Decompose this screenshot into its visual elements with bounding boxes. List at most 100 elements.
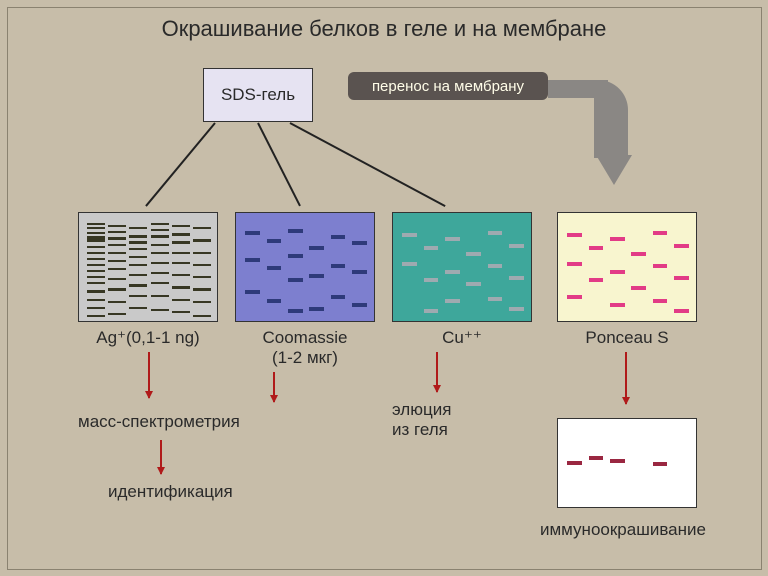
gel-band: [653, 264, 668, 268]
gel-band: [129, 235, 147, 237]
gel-band: [193, 252, 211, 254]
arrow-icon: [625, 352, 627, 404]
gel-band: [193, 301, 211, 303]
gel-band: [172, 311, 190, 313]
gel-band: [567, 295, 582, 299]
gel-band: [172, 252, 190, 254]
gel-band: [129, 256, 147, 258]
gel-band: [567, 461, 582, 465]
gel-band: [108, 288, 126, 290]
gel-band: [193, 227, 211, 229]
gel-band: [445, 270, 460, 274]
gel-band: [610, 237, 625, 241]
gel-band: [151, 252, 169, 254]
gel-band: [674, 276, 689, 280]
gel-immuno: [557, 418, 697, 508]
gel-band: [653, 231, 668, 235]
gel-band: [193, 239, 211, 241]
gel-band: [331, 295, 346, 299]
gel-band: [87, 227, 105, 229]
gel-band: [87, 282, 105, 284]
gel-band: [87, 258, 105, 260]
gel-band: [193, 315, 211, 317]
gel-band: [129, 284, 147, 286]
gel-band: [129, 248, 147, 250]
gel-band: [129, 241, 147, 243]
gel-coomassie: [235, 212, 375, 322]
label-ident: идентификация: [108, 482, 308, 502]
gel-band: [151, 309, 169, 311]
gel-band: [172, 262, 190, 264]
gel-band: [309, 307, 324, 311]
gel-band: [509, 244, 524, 248]
label-coomassie: Coomassie (1-2 мкг): [235, 328, 375, 367]
label-text: (1-2 мкг): [272, 348, 338, 367]
gel-band: [129, 274, 147, 276]
gel-band: [610, 303, 625, 307]
gel-band: [610, 459, 625, 463]
gel-band: [108, 268, 126, 270]
arrow-icon: [160, 440, 162, 474]
gel-band: [108, 237, 126, 239]
gel-band: [87, 246, 105, 248]
gel-band: [509, 276, 524, 280]
gel-band: [509, 307, 524, 311]
gel-band: [567, 233, 582, 237]
gel-band: [589, 278, 604, 282]
gel-band: [172, 241, 190, 243]
gel-band: [151, 262, 169, 264]
gel-band: [267, 239, 282, 243]
label-ag: Ag⁺(0,1-1 ng): [72, 328, 224, 348]
gel-band: [87, 239, 105, 241]
gel-band: [193, 276, 211, 278]
gel-band: [610, 270, 625, 274]
gel-band: [87, 299, 105, 301]
gel-band: [402, 262, 417, 266]
gel-band: [172, 274, 190, 276]
gel-band: [589, 456, 604, 460]
gel-band: [288, 309, 303, 313]
gel-band: [567, 262, 582, 266]
gel-band: [108, 301, 126, 303]
gel-band: [245, 258, 260, 262]
gel-band: [309, 246, 324, 250]
gel-band: [488, 297, 503, 301]
gel-band: [674, 244, 689, 248]
gel-band: [108, 225, 126, 227]
gel-band: [151, 223, 169, 225]
membrane-arrow-icon: [596, 155, 632, 185]
gel-band: [352, 241, 367, 245]
gel-band: [87, 252, 105, 254]
label-immuno: иммуноокрашивание: [540, 520, 740, 540]
gel-band: [172, 233, 190, 235]
gel-band: [87, 236, 105, 238]
gel-band: [87, 290, 105, 292]
gel-band: [402, 233, 417, 237]
gel-band: [488, 231, 503, 235]
gel-ponceau: [557, 212, 697, 322]
gel-band: [129, 295, 147, 297]
gel-band: [424, 278, 439, 282]
label-text: из геля: [392, 420, 448, 439]
gel-band: [108, 252, 126, 254]
gel-band: [108, 278, 126, 280]
sds-label: SDS-гель: [221, 85, 295, 105]
gel-band: [172, 225, 190, 227]
gel-band: [151, 235, 169, 237]
gel-band: [488, 264, 503, 268]
gel-band: [631, 252, 646, 256]
gel-band: [589, 246, 604, 250]
gel-band: [245, 290, 260, 294]
gel-band: [151, 272, 169, 274]
gel-silver: [78, 212, 218, 322]
gel-band: [151, 244, 169, 246]
slide-title: Окрашивание белков в геле и на мембране: [0, 16, 768, 42]
gel-band: [87, 276, 105, 278]
arrow-icon: [273, 372, 275, 402]
gel-band: [267, 299, 282, 303]
gel-band: [108, 313, 126, 315]
gel-band: [466, 282, 481, 286]
label-text: элюция: [392, 400, 451, 419]
gel-band: [87, 223, 105, 225]
gel-band: [653, 299, 668, 303]
